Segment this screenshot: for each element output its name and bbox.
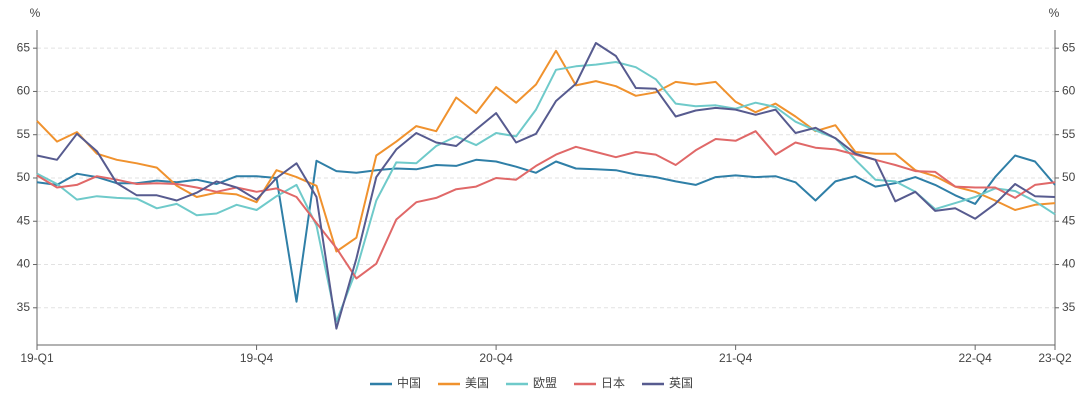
y-tick-label: 50	[17, 170, 31, 184]
y2-tick-label: 50	[1062, 170, 1076, 184]
series-line	[36, 130, 1056, 280]
series-line	[36, 42, 1056, 330]
y-tick-label: 35	[17, 300, 31, 314]
legend-label: 英国	[669, 376, 693, 390]
y-tick-label: 40	[17, 257, 31, 271]
series-line	[36, 49, 1056, 253]
x-tick-label: 22-Q4	[958, 351, 992, 365]
legend-item: 英国	[642, 376, 693, 390]
y2-tick-label: 55	[1062, 127, 1076, 141]
legend-label: 日本	[601, 376, 625, 390]
y-tick-label: 65	[17, 40, 31, 54]
y-tick-label: 60	[17, 84, 31, 98]
x-tick-label: 20-Q4	[479, 351, 513, 365]
x-tick-label: 19-Q1	[20, 351, 54, 365]
y2-tick-label: 60	[1062, 84, 1076, 98]
legend-item: 日本	[574, 376, 625, 390]
x-tick-label: 19-Q4	[240, 351, 274, 365]
y2-tick-label: 35	[1062, 300, 1076, 314]
legend-label: 美国	[465, 376, 489, 390]
legend-item: 欧盟	[506, 376, 557, 390]
x-tick-label: 21-Q4	[719, 351, 753, 365]
series-line	[36, 61, 1056, 323]
legend-item: 中国	[370, 375, 421, 390]
y-tick-label: 45	[17, 213, 31, 227]
legend-item: 美国	[438, 376, 489, 390]
y-tick-label: 55	[17, 127, 31, 141]
y2-tick-label: 65	[1062, 40, 1076, 54]
y2-tick-label: 40	[1062, 257, 1076, 271]
legend-label: 中国	[397, 375, 421, 390]
y-axis-label: %	[30, 6, 41, 20]
y2-axis-label: %	[1049, 6, 1060, 20]
series-line	[36, 154, 1056, 303]
x-tick-label: 23-Q2	[1038, 351, 1072, 365]
y2-tick-label: 45	[1062, 213, 1076, 227]
legend-label: 欧盟	[533, 376, 557, 390]
